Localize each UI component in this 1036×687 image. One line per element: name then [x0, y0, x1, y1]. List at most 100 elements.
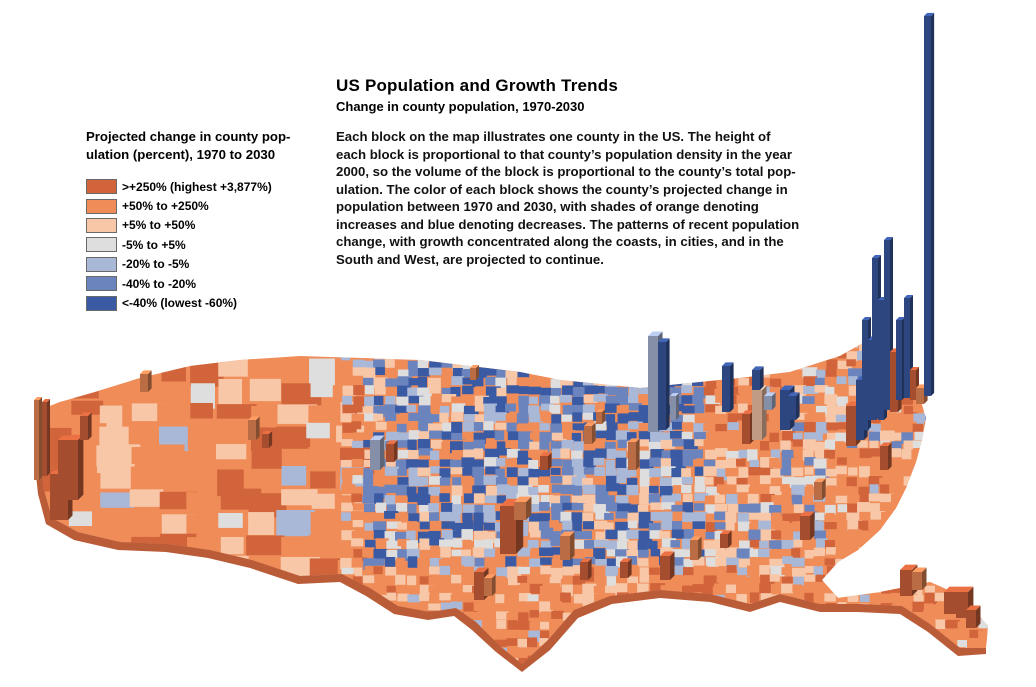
county-cell [551, 387, 562, 398]
county-cell [804, 486, 818, 495]
county-cell [473, 432, 487, 444]
county-cell [781, 576, 793, 586]
county-cell [638, 639, 648, 651]
county-cell [638, 394, 648, 404]
county-cell [461, 647, 473, 656]
county-cell [395, 360, 407, 370]
county-cell [892, 628, 902, 637]
county-cell [947, 441, 962, 452]
county-cell [451, 549, 464, 559]
county-cell [429, 657, 445, 664]
county-cell [804, 637, 817, 649]
county-cell [340, 360, 351, 372]
county-cell [902, 414, 914, 423]
county-cell [550, 592, 566, 604]
county-cell [594, 342, 606, 352]
county-cell [362, 575, 375, 584]
county-cell [539, 621, 552, 630]
county-cell [528, 449, 543, 459]
county-cell [693, 449, 703, 459]
county-cell [737, 575, 748, 583]
county-cell [430, 439, 443, 449]
county-cell [947, 448, 958, 459]
county-cell [560, 495, 571, 505]
county-cell [451, 601, 463, 610]
county-cell [693, 630, 705, 642]
county-cell [604, 441, 616, 454]
county-cell [439, 493, 450, 502]
county-cell [912, 485, 923, 494]
county-cell [538, 594, 553, 603]
county-cell [374, 493, 384, 504]
county-cell [967, 359, 980, 368]
county-cell [560, 377, 573, 389]
county-cell [804, 457, 816, 466]
county-cell [968, 520, 982, 528]
county-cell [407, 387, 420, 400]
county-cell [549, 567, 563, 579]
county-cell [340, 413, 356, 423]
county-cell [671, 576, 683, 586]
county-cell [813, 629, 827, 640]
county-cell [572, 665, 587, 675]
county-cell [452, 350, 467, 358]
county-cell [758, 512, 772, 523]
county-cell [792, 513, 806, 522]
county-cell [373, 405, 385, 418]
county-cell [529, 583, 543, 594]
county-cell [352, 503, 368, 511]
county-cell [902, 601, 916, 611]
county-cell [956, 557, 968, 567]
county-cell [923, 421, 937, 430]
county-cell [958, 369, 968, 381]
county-cell [483, 403, 498, 415]
county-cell [341, 657, 353, 664]
county-cell [496, 628, 508, 639]
county-cell [494, 656, 504, 664]
county-cell [439, 468, 451, 479]
county-cell [945, 520, 957, 533]
county-cell [417, 368, 430, 377]
county-cell [682, 358, 694, 366]
county-cell [463, 566, 475, 576]
county-cell [605, 566, 619, 577]
county-cell [395, 557, 406, 570]
county-cell [539, 351, 554, 364]
county-cell [517, 485, 533, 496]
county-cell [814, 340, 826, 350]
county-cell [968, 395, 981, 408]
county-cell [505, 549, 519, 562]
county-cell [396, 423, 407, 433]
county-cell [716, 665, 727, 675]
legend-title: Projected change in county pop- ulation … [86, 129, 291, 162]
county-cell [660, 576, 673, 586]
county-cell [417, 657, 433, 664]
county-cell [803, 405, 817, 416]
county-cell [880, 538, 893, 550]
county-cell [802, 538, 815, 550]
county-cell [373, 395, 384, 406]
county-cell [507, 431, 520, 441]
county-cell [616, 628, 629, 638]
county-cell [518, 386, 529, 395]
county-cell [670, 620, 685, 630]
county-cell [837, 457, 847, 465]
county-cell [419, 341, 433, 350]
county-cell [682, 522, 695, 531]
legend-swatch [86, 179, 117, 195]
county-cell [934, 648, 947, 660]
county-cell [441, 422, 457, 433]
county-cell [462, 421, 476, 433]
county-cell [593, 585, 609, 594]
county-cell [461, 637, 472, 648]
county-cell [826, 432, 840, 443]
county-cell [957, 529, 973, 538]
county-cell [540, 412, 552, 422]
county-cell [505, 594, 521, 606]
county-cell [395, 574, 406, 587]
county-cell [397, 522, 412, 530]
county-cell [440, 602, 452, 612]
county-cell [406, 486, 417, 497]
county-cell [859, 511, 874, 523]
county-cell [342, 404, 358, 417]
